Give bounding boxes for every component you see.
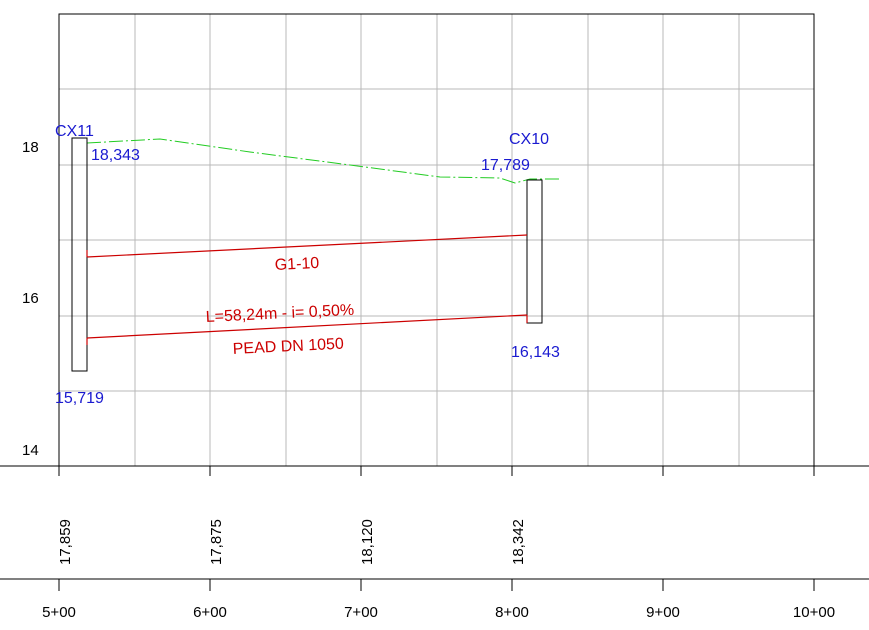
terrain-elevation-label: 18,120 — [359, 519, 376, 565]
pipe-g1-10 — [86, 234, 528, 345]
station-label: 5+00 — [42, 604, 76, 621]
pipe-id-label: G1-10 — [274, 255, 319, 274]
y-tick-label: 16 — [22, 290, 39, 307]
manhole-name-right: CX10 — [509, 131, 549, 148]
manhole-bottom-elevation-left: 15,719 — [55, 390, 104, 407]
ground-line — [86, 138, 560, 184]
pipe-length-slope-label: L=58,24m - i= 0,50% — [205, 302, 354, 326]
station-ticks — [58, 466, 815, 591]
pipe-material-label: PEAD DN 1050 — [232, 336, 344, 358]
y-tick-label: 18 — [22, 139, 39, 156]
station-label: 8+00 — [495, 604, 529, 621]
terrain-elevation-label: 17,859 — [57, 519, 74, 565]
terrain-elevation-label: 17,875 — [208, 519, 225, 565]
station-label: 6+00 — [193, 604, 227, 621]
manhole-cx11 — [71, 137, 88, 372]
station-label: 7+00 — [344, 604, 378, 621]
grid — [59, 14, 814, 466]
y-tick-label: 14 — [22, 442, 39, 459]
manhole-cx10 — [526, 179, 543, 324]
terrain-elevation-label: 18,342 — [510, 519, 527, 565]
station-label: 10+00 — [793, 604, 835, 621]
manhole-top-elevation-right: 17,789 — [481, 157, 530, 174]
manhole-bottom-elevation-right: 16,143 — [511, 344, 560, 361]
manhole-name-left: CX11 — [55, 123, 94, 140]
manhole-top-elevation-left: 18,343 — [91, 147, 140, 164]
station-label: 9+00 — [646, 604, 680, 621]
